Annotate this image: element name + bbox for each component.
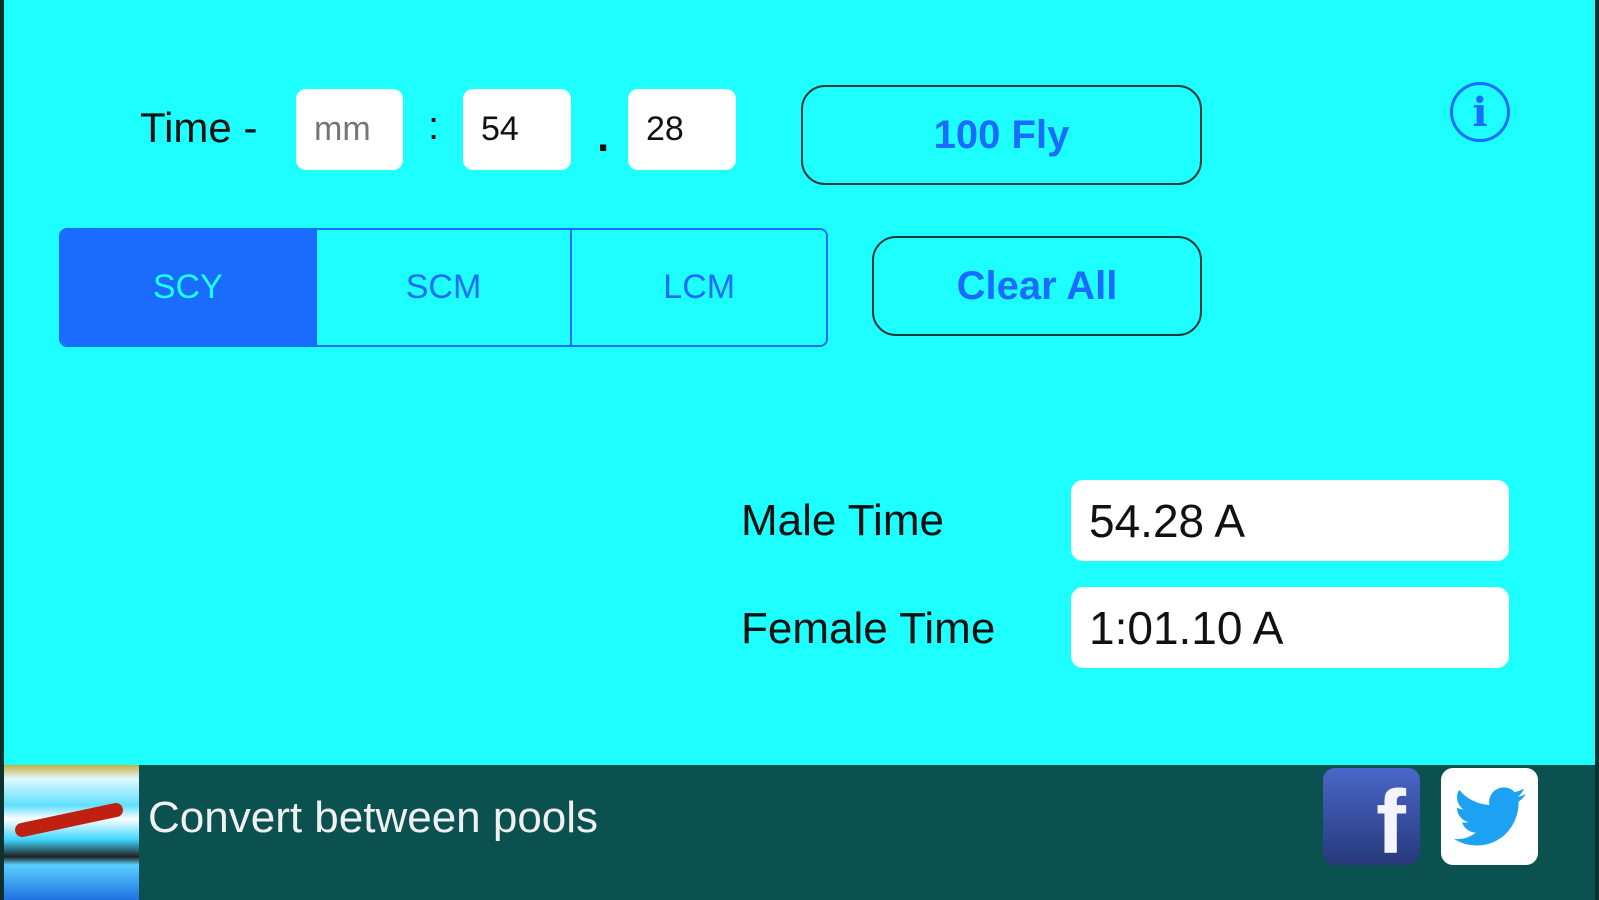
event-select-button[interactable]: 100 Fly	[801, 85, 1202, 185]
clear-all-button[interactable]: Clear All	[872, 236, 1202, 336]
time-label: Time -	[140, 104, 258, 151]
minutes-input[interactable]	[296, 89, 403, 170]
female-time-label: Female Time	[741, 604, 996, 653]
hundredths-input[interactable]	[628, 89, 736, 170]
twitter-icon[interactable]	[1441, 768, 1538, 865]
female-time-output: 1:01.10 A	[1071, 587, 1509, 668]
dot-separator: .	[597, 112, 610, 161]
info-icon[interactable]: i	[1450, 82, 1510, 142]
footer-text: Convert between pools	[148, 793, 599, 842]
male-time-output: 54.28 A	[1071, 480, 1509, 561]
swimmer-image	[4, 765, 139, 900]
footer-banner: Convert between pools f	[4, 765, 1595, 900]
course-segmented-control: SCY SCM LCM	[59, 228, 828, 347]
facebook-icon[interactable]: f	[1323, 768, 1420, 865]
colon-separator: :	[428, 104, 440, 148]
seconds-input[interactable]	[463, 89, 571, 170]
segment-scm[interactable]: SCM	[314, 230, 571, 345]
segment-lcm[interactable]: LCM	[570, 230, 826, 345]
app: Time - : . 100 Fly i SCY SCM LCM Clear A…	[4, 0, 1595, 900]
segment-scy[interactable]: SCY	[61, 230, 315, 345]
male-time-label: Male Time	[741, 496, 944, 545]
